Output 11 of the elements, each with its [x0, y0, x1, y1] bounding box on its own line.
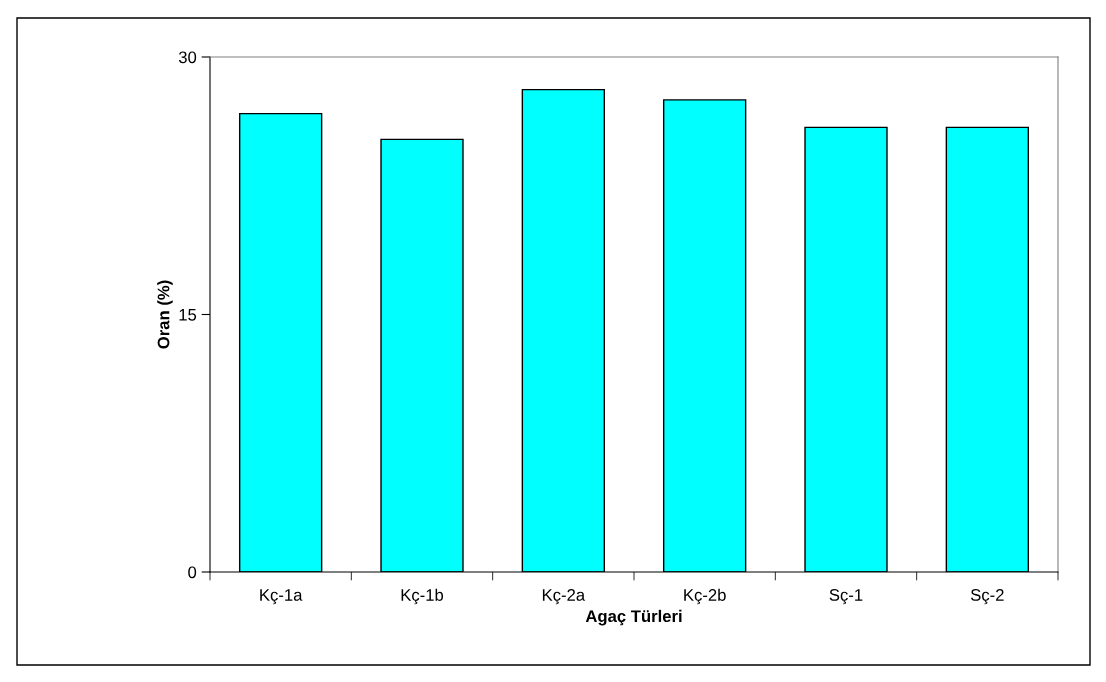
- y-axis-title: Oran (%): [157, 280, 173, 349]
- x-tick-label: Sç-1: [829, 589, 863, 605]
- x-tick-label: Kç-2a: [542, 589, 586, 605]
- x-axis-title: Agaç Türleri: [585, 609, 682, 626]
- y-tick-label: 15: [179, 309, 197, 321]
- x-tick-label: Sç-2: [970, 589, 1004, 605]
- x-tick-label: Kç-2b: [684, 588, 726, 605]
- x-tick-label: Kç-1a: [260, 589, 303, 605]
- y-tick-label: 30: [178, 51, 197, 64]
- y-tick-label: 0: [188, 566, 197, 579]
- x-tick-label: Kç-1b: [401, 588, 444, 605]
